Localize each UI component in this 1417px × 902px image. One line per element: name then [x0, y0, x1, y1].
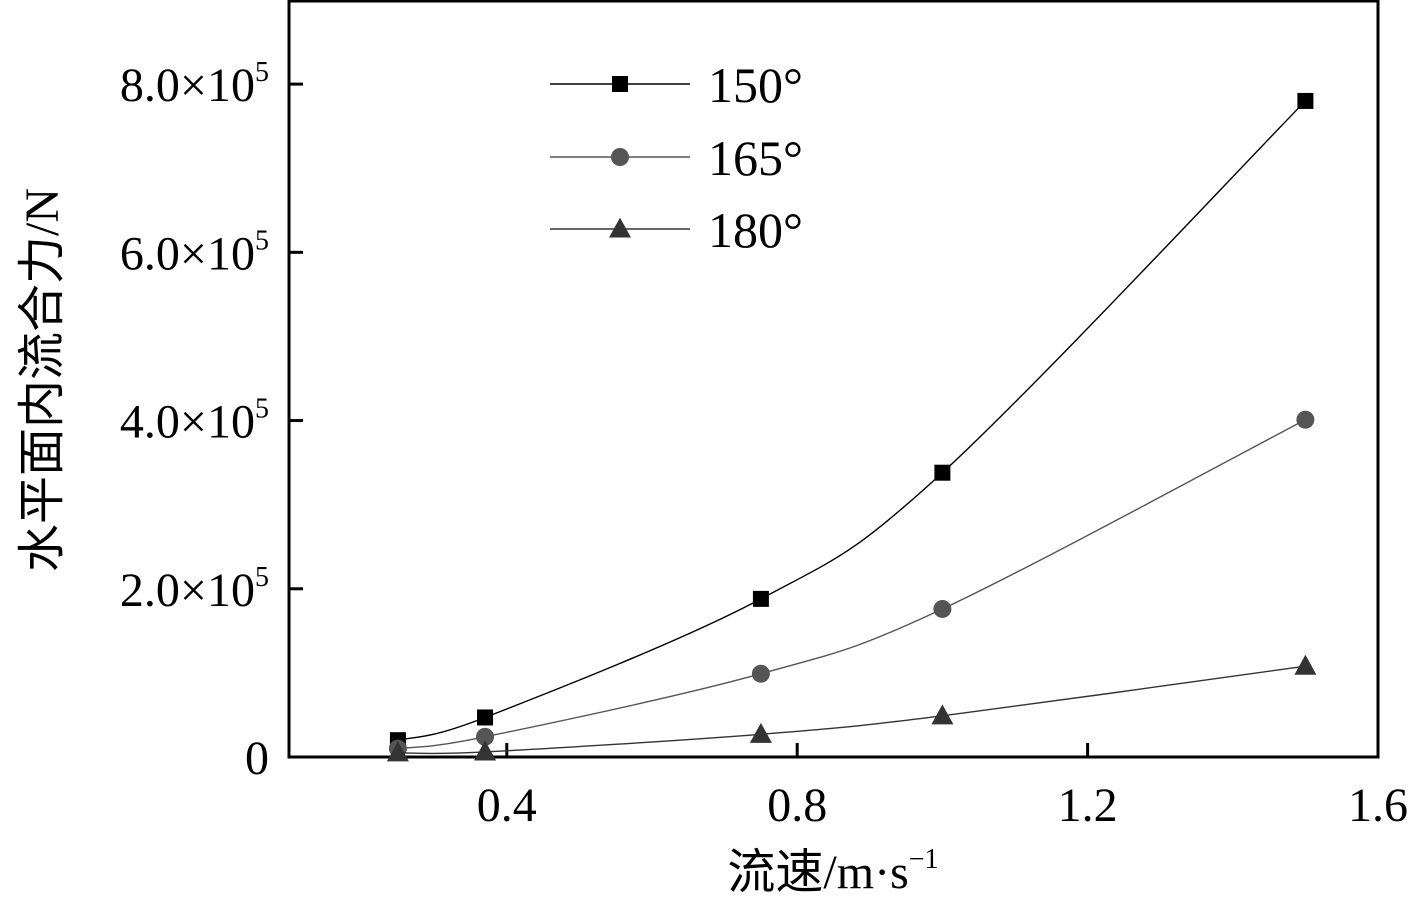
- legend-marker: [611, 148, 629, 166]
- data-point: [934, 464, 951, 481]
- legend-marker: [612, 76, 628, 92]
- series-layer: [386, 92, 1317, 762]
- series-circle: [388, 410, 1315, 758]
- data-point: [751, 664, 770, 683]
- legend-marker: [609, 217, 631, 238]
- data-point: [1294, 654, 1317, 675]
- legend-label: 180°: [708, 202, 803, 258]
- legend: 150° 165° 180°: [550, 57, 803, 258]
- data-point: [1297, 92, 1314, 109]
- legend-entry: 180°: [550, 202, 803, 258]
- series-line: [397, 419, 1306, 750]
- x-axis-label: 流速/m·s−1: [727, 844, 938, 899]
- legend-entry: 165°: [550, 130, 803, 186]
- data-point: [474, 740, 497, 761]
- x-tick-label: 1.6: [1348, 779, 1408, 832]
- data-point: [1296, 410, 1315, 429]
- series-square: [389, 92, 1314, 749]
- x-tick-label: 1.2: [1058, 779, 1118, 832]
- y-tick-label: 2.0×105: [120, 562, 269, 617]
- data-point: [477, 709, 494, 726]
- x-tick-label: 0.8: [767, 779, 827, 832]
- y-tick-label: 6.0×105: [120, 225, 269, 280]
- data-point: [749, 722, 772, 743]
- y-tick-label: 0: [245, 732, 269, 785]
- x-tick-label: 0.4: [477, 779, 537, 832]
- data-point: [476, 727, 495, 746]
- series-line: [397, 100, 1306, 741]
- y-axis-label: 水平面内流合力/N: [16, 188, 69, 572]
- data-point: [931, 704, 954, 725]
- data-point: [752, 590, 769, 607]
- series-line: [397, 665, 1306, 755]
- y-tick-label: 4.0×105: [120, 394, 269, 449]
- data-point: [933, 599, 952, 618]
- y-tick-label: 8.0×105: [120, 57, 269, 112]
- series-triangle: [386, 654, 1317, 762]
- legend-label: 150°: [708, 57, 803, 113]
- plot-frame: [287, 0, 1380, 759]
- legend-entry: 150°: [550, 57, 803, 113]
- axis-ticks: 0.4 0.8 1.2 1.6 0 2.0×105 4.0×105 6.0×105 8.0×10…: [120, 57, 1408, 832]
- data-point: [386, 741, 409, 762]
- legend-label: 165°: [708, 130, 803, 186]
- plot-border: [287, 0, 1380, 759]
- axis-labels: 流速/m·s−1 水平面内流合力/N: [16, 188, 939, 899]
